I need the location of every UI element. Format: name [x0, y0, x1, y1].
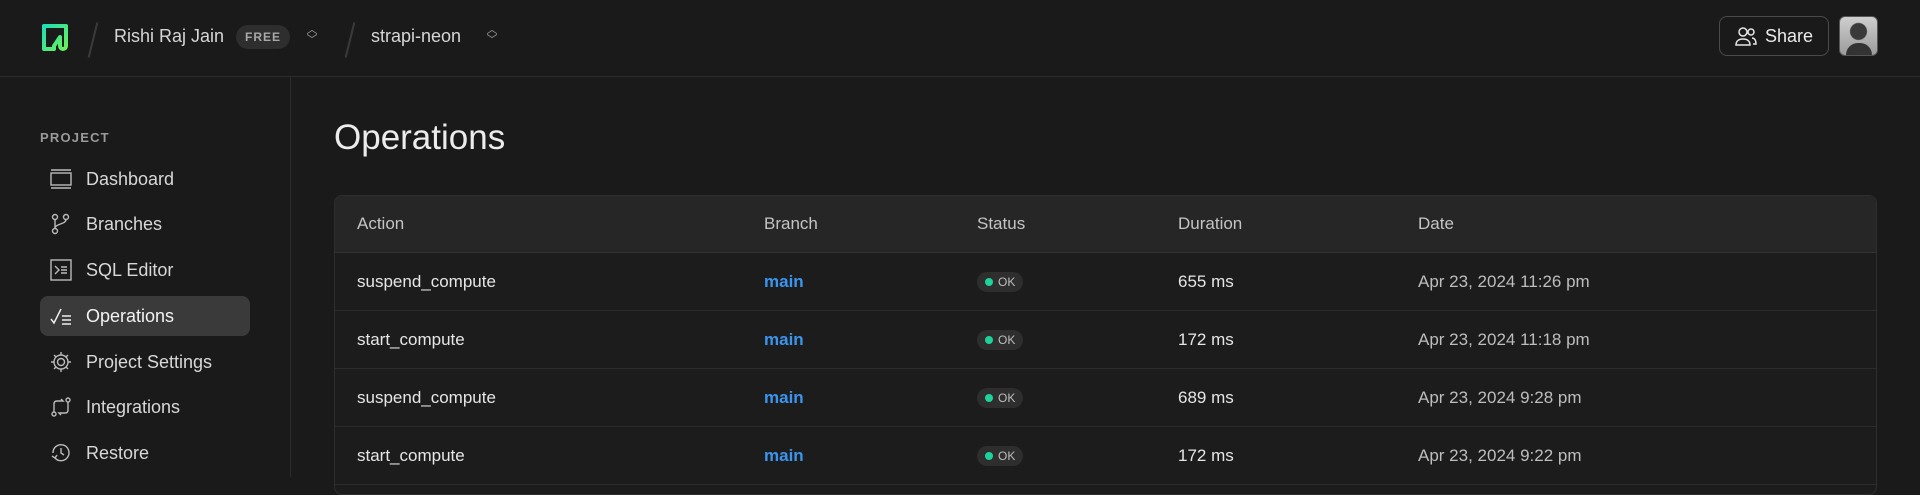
duration-cell: 172 ms [1178, 445, 1234, 465]
status-dot-icon [985, 277, 993, 286]
page-title: Operations [334, 118, 506, 157]
terminal-icon [50, 259, 72, 281]
plan-badge: FREE [236, 25, 290, 49]
table-row[interactable]: suspend_compute main OK 655 ms Apr 23, 2024 … [335, 253, 1876, 311]
sidebar-item-label: Project Settings [86, 351, 213, 372]
date-cell: Apr 23, 2024 11:26 pm [1418, 271, 1590, 291]
breadcrumb-separator [344, 22, 356, 58]
status-text: OK [998, 390, 1016, 405]
section-label: PROJECT [40, 130, 110, 145]
sidebar-item-label: Operations [86, 305, 175, 326]
sidebar-item-operations[interactable]: Operations [40, 296, 250, 336]
chevron-up-down-icon[interactable]: ︿ ﹀ [486, 24, 498, 46]
project-name[interactable]: strapi-neon [371, 26, 462, 46]
action-cell: start_compute [357, 445, 465, 465]
avatar[interactable] [1839, 16, 1878, 56]
status-dot-icon [985, 451, 993, 460]
column-header-duration: Duration [1178, 214, 1243, 233]
table-row[interactable]: suspend_compute main OK 689 ms Apr 23, 2024 … [335, 369, 1876, 427]
table-header: Action Branch Status Duration Date [335, 196, 1876, 253]
users-icon [1735, 27, 1757, 46]
status-badge: OK [977, 387, 1024, 408]
chevron-up-down-icon[interactable]: ︿ ﹀ [306, 24, 318, 46]
branch-link[interactable]: main [764, 445, 804, 465]
date-cell: Apr 23, 2024 9:28 pm [1418, 387, 1582, 407]
branch-link[interactable]: main [764, 271, 804, 291]
dashboard-icon [50, 169, 72, 189]
sidebar-item-branches[interactable]: Branches [40, 204, 250, 244]
duration-cell: 655 ms [1178, 271, 1234, 291]
table-row[interactable]: start_compute main OK 172 ms Apr 23, 2024 9:… [335, 427, 1876, 485]
status-cell: OK [977, 311, 1024, 368]
operations-icon [50, 308, 71, 325]
gear-icon [51, 352, 71, 372]
duration-cell: 172 ms [1178, 329, 1234, 349]
neon-logo[interactable] [40, 22, 70, 52]
table-row[interactable]: start_compute main OK 172 ms Apr 23, 2024 11… [335, 311, 1876, 369]
action-cell: suspend_compute [357, 271, 496, 291]
branch-icon [51, 213, 70, 235]
duration-cell: 689 ms [1178, 387, 1234, 407]
sidebar-item-integrations[interactable]: Integrations [40, 387, 250, 427]
top-bar: Rishi Raj Jain FREE ︿ ﹀ strapi-neon ︿ ﹀ Sh… [0, 0, 1920, 77]
operations-table: Action Branch Status Duration Date suspe… [334, 195, 1877, 495]
branch-link[interactable]: main [764, 387, 804, 407]
status-badge: OK [977, 445, 1024, 466]
status-cell: OK [977, 253, 1024, 310]
share-label: Share [1764, 25, 1814, 46]
sidebar-item-label: SQL Editor [86, 259, 174, 280]
status-dot-icon [985, 335, 993, 344]
sidebar-item-label: Dashboard [86, 168, 175, 189]
share-button[interactable]: Share [1719, 16, 1829, 56]
column-header-branch: Branch [764, 214, 818, 233]
sidebar: PROJECT Dashboard Branches SQL Editor Op… [0, 77, 291, 477]
column-header-action: Action [357, 214, 405, 233]
sidebar-item-sql-editor[interactable]: SQL Editor [40, 250, 250, 290]
date-cell: Apr 23, 2024 9:22 pm [1418, 445, 1582, 465]
sidebar-item-dashboard[interactable]: Dashboard [40, 159, 250, 199]
status-text: OK [998, 274, 1016, 289]
branch-link[interactable]: main [764, 329, 804, 349]
sidebar-item-project-settings[interactable]: Project Settings [40, 342, 250, 382]
date-cell: Apr 23, 2024 11:18 pm [1418, 329, 1590, 349]
status-badge: OK [977, 329, 1024, 350]
history-icon [51, 444, 70, 462]
status-text: OK [998, 448, 1016, 463]
sidebar-item-label: Branches [86, 213, 163, 234]
status-badge: OK [977, 271, 1024, 292]
action-cell: start_compute [357, 329, 465, 349]
column-header-date: Date [1418, 214, 1454, 233]
status-cell: OK [977, 427, 1024, 484]
status-text: OK [998, 332, 1016, 347]
sidebar-item-label: Restore [86, 442, 150, 463]
sidebar-item-restore[interactable]: Restore [40, 433, 250, 473]
breadcrumb-separator [87, 22, 99, 58]
action-cell: suspend_compute [357, 387, 496, 407]
integrations-icon [51, 397, 71, 417]
status-dot-icon [985, 393, 993, 402]
sidebar-item-label: Integrations [86, 396, 181, 417]
status-cell: OK [977, 369, 1024, 426]
column-header-status: Status [977, 214, 1026, 233]
user-name[interactable]: Rishi Raj Jain [114, 26, 225, 46]
